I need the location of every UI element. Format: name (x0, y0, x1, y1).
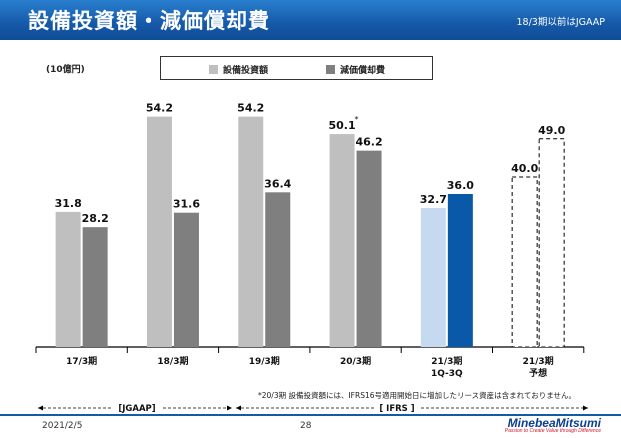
page-title: 設備投資額・減価償却費 (28, 9, 270, 33)
footer-divider (0, 414, 621, 416)
depreciation-bar (265, 192, 291, 347)
capex-value-label: 32.7 (420, 193, 447, 206)
legend-item-capex: 設備投資額 (209, 63, 268, 76)
capex-bar (420, 208, 446, 347)
page-number: 28 (300, 421, 312, 431)
footer-date: 2021/2/5 (42, 421, 83, 431)
ifrs-label-bg (375, 402, 419, 413)
depreciation-value-label: 46.2 (355, 136, 382, 149)
legend-item-depreciation: 減価償却費 (326, 63, 385, 76)
depreciation-value-label: 49.0 (538, 124, 565, 137)
depreciation-bar (538, 138, 565, 348)
accounting-note: 18/3期以前はJGAAP (516, 17, 606, 28)
capex-value-label: 31.8 (55, 197, 82, 210)
depreciation-value-label: 36.0 (447, 179, 474, 192)
category-label: 20/3期 (340, 355, 371, 367)
category-label: 18/3期 (157, 355, 188, 367)
chart-legend: 設備投資額 減価償却費 (160, 56, 433, 80)
footnote: *20/3期 設備投資額には、IFRS16号適用開始日に増加したリース資産は含ま… (258, 391, 576, 400)
jgaap-arrow-arrowhead (38, 405, 43, 411)
header-bar: 設備投資額・減価償却費 18/3期以前はJGAAP (0, 0, 621, 40)
depreciation-bar (447, 194, 473, 347)
capex-value-label: 50.1 (328, 119, 355, 132)
logo-tagline: Passion to Create Value through Differen… (504, 428, 601, 434)
capex-bar (238, 116, 264, 348)
depreciation-value-label: 31.6 (173, 198, 200, 211)
category-label: 17/3期 (66, 355, 97, 367)
ifrs-label: [ IFRS ] (379, 404, 414, 414)
annotation-asterisk: * (355, 115, 359, 124)
category-label: 予想 (529, 367, 547, 379)
ifrs-arrow-arrowhead (236, 405, 241, 411)
capex-bar (511, 176, 538, 348)
logo-name: MinebeaMitsumi (507, 416, 601, 430)
capex-bar (55, 211, 81, 347)
legend-swatch-depreciation (326, 65, 335, 74)
category-label: 19/3期 (249, 355, 280, 367)
legend-label-capex: 設備投資額 (223, 66, 269, 76)
depreciation-bar (82, 227, 108, 347)
depreciation-value-label: 36.4 (264, 177, 291, 190)
jgaap-label: [JGAAP] (118, 404, 155, 414)
capex-bar (329, 134, 355, 347)
capex-value-label: 54.2 (146, 102, 173, 115)
category-label: 21/3期 (431, 355, 462, 367)
legend-swatch-capex (209, 65, 218, 74)
capex-value-label: 54.2 (237, 102, 264, 115)
capex-value-label: 40.0 (511, 162, 538, 175)
depreciation-bar (356, 150, 382, 347)
ifrs-arrow-arrowhead (583, 405, 588, 411)
company-logo: MinebeaMitsumi Passion to Create Value t… (505, 416, 601, 434)
capex-bar (146, 116, 172, 348)
unit-label: (10億円) (46, 65, 85, 75)
depreciation-value-label: 28.2 (82, 212, 109, 225)
jgaap-arrow-arrowhead (227, 405, 232, 411)
category-label: 1Q-3Q (431, 369, 463, 379)
legend-label-depreciation: 減価償却費 (340, 66, 386, 76)
depreciation-bar (173, 212, 199, 347)
jgaap-label-bg (112, 402, 162, 413)
category-label: 21/3期 (523, 355, 554, 367)
